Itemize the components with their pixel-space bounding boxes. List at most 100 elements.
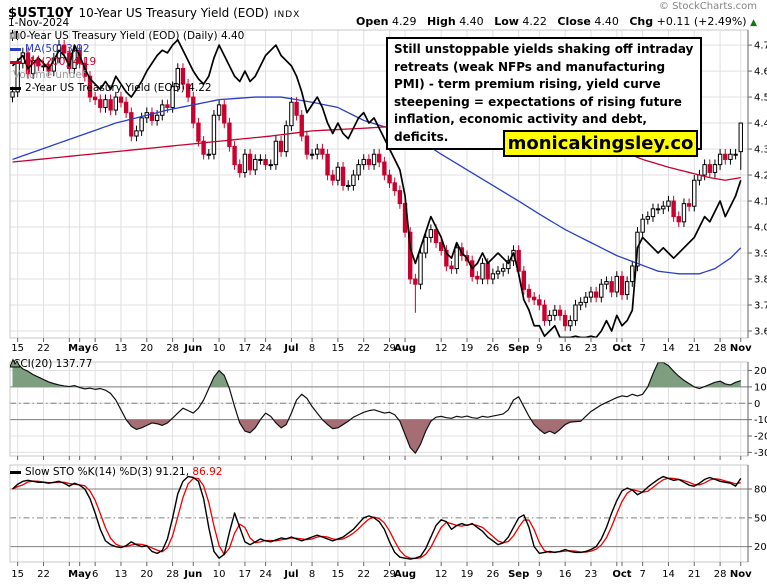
svg-text:8: 8 bbox=[309, 569, 315, 580]
svg-text:4.7: 4.7 bbox=[754, 41, 767, 52]
svg-text:22: 22 bbox=[37, 569, 50, 580]
svg-text:Nov: Nov bbox=[730, 343, 752, 354]
sto-d-value: 86.92 bbox=[192, 466, 223, 478]
sto-legend: Slow STO %K(14) %D(3) 91.21, 86.92 bbox=[10, 466, 222, 478]
svg-text:22: 22 bbox=[357, 569, 370, 580]
svg-text:20: 20 bbox=[140, 343, 153, 354]
close-value: 4.40 bbox=[594, 15, 619, 28]
svg-text:9: 9 bbox=[536, 569, 542, 580]
svg-text:16: 16 bbox=[559, 343, 572, 354]
svg-text:24: 24 bbox=[259, 343, 272, 354]
svg-text:22: 22 bbox=[357, 343, 370, 354]
svg-text:4.0: 4.0 bbox=[754, 223, 767, 234]
svg-text:Jul: Jul bbox=[283, 569, 298, 580]
svg-text:6: 6 bbox=[92, 569, 98, 580]
chart-date: 1-Nov-2024 bbox=[8, 17, 70, 29]
ma200-line-icon bbox=[10, 60, 21, 64]
watermark-badge: monicakingsley.co bbox=[503, 130, 698, 157]
svg-text:Jun: Jun bbox=[183, 569, 202, 580]
legend-ma200: MA(200) 4.19 bbox=[10, 56, 244, 69]
svg-text:20: 20 bbox=[140, 569, 153, 580]
svg-text:21: 21 bbox=[688, 569, 701, 580]
svg-text:15: 15 bbox=[332, 569, 345, 580]
svg-text:28: 28 bbox=[166, 569, 179, 580]
legend-price-series: 10-Year US Treasury Yield (EOD) (Daily) … bbox=[10, 30, 245, 42]
svg-text:4.1: 4.1 bbox=[754, 197, 767, 208]
open-value: 4.29 bbox=[392, 15, 417, 28]
svg-text:100: 100 bbox=[754, 382, 767, 393]
svg-text:12: 12 bbox=[435, 569, 448, 580]
high-label: High bbox=[427, 15, 456, 28]
close-label: Close bbox=[557, 15, 591, 28]
svg-text:20: 20 bbox=[754, 542, 767, 553]
svg-text:4.3: 4.3 bbox=[754, 145, 767, 156]
svg-text:Sep: Sep bbox=[508, 343, 529, 354]
svg-text:26: 26 bbox=[486, 343, 499, 354]
svg-text:3.6: 3.6 bbox=[754, 326, 767, 337]
svg-text:4.4: 4.4 bbox=[754, 119, 767, 130]
svg-text:4.5: 4.5 bbox=[754, 93, 767, 104]
svg-text:15: 15 bbox=[332, 343, 345, 354]
svg-text:15: 15 bbox=[11, 343, 24, 354]
svg-text:28: 28 bbox=[714, 569, 727, 580]
quote-bar: Open 4.29 High 4.40 Low 4.22 Close 4.40 … bbox=[349, 15, 757, 28]
svg-text:3.9: 3.9 bbox=[754, 249, 767, 260]
svg-text:Nov: Nov bbox=[730, 569, 752, 580]
svg-text:23: 23 bbox=[585, 569, 598, 580]
svg-text:14: 14 bbox=[662, 343, 675, 354]
svg-text:6: 6 bbox=[92, 343, 98, 354]
svg-text:19: 19 bbox=[461, 343, 474, 354]
main-legend: 10-Year US Treasury Yield (EOD) (Daily) … bbox=[10, 30, 244, 95]
legend-volume: Volume undef bbox=[10, 31, 244, 82]
chg-value: +0.11 (+2.49%) bbox=[656, 15, 747, 28]
svg-text:28: 28 bbox=[166, 343, 179, 354]
up-arrow-icon: ▲ bbox=[750, 18, 757, 28]
svg-text:-200: -200 bbox=[754, 432, 767, 443]
svg-text:17: 17 bbox=[239, 343, 252, 354]
legend-2y-series: 2-Year US Treasury Yield (EOD) 4.22 bbox=[10, 82, 244, 95]
svg-text:4.6: 4.6 bbox=[754, 67, 767, 78]
svg-text:-300: -300 bbox=[754, 448, 767, 459]
svg-text:200: 200 bbox=[754, 366, 767, 377]
svg-text:23: 23 bbox=[585, 343, 598, 354]
svg-text:80: 80 bbox=[754, 485, 767, 496]
svg-text:24: 24 bbox=[259, 569, 272, 580]
open-label: Open bbox=[355, 15, 389, 28]
svg-text:3.8: 3.8 bbox=[754, 274, 767, 285]
svg-text:7: 7 bbox=[639, 569, 645, 580]
svg-text:10: 10 bbox=[213, 343, 226, 354]
svg-text:29: 29 bbox=[383, 343, 396, 354]
low-value: 4.22 bbox=[522, 15, 547, 28]
chart-header: $UST10Y 10-Year US Treasury Yield (EOD) … bbox=[8, 2, 300, 21]
svg-text:16: 16 bbox=[559, 569, 572, 580]
page-title: 10-Year US Treasury Yield (EOD) bbox=[78, 6, 269, 20]
chg-label: Chg bbox=[629, 15, 654, 28]
svg-text:13: 13 bbox=[115, 343, 128, 354]
svg-text:26: 26 bbox=[486, 569, 499, 580]
svg-text:12: 12 bbox=[435, 343, 448, 354]
svg-text:4.2: 4.2 bbox=[754, 171, 767, 182]
svg-text:May: May bbox=[68, 343, 91, 354]
svg-text:28: 28 bbox=[714, 343, 727, 354]
svg-text:May: May bbox=[68, 569, 91, 580]
t2y-line-icon bbox=[10, 86, 21, 90]
ma50-line-icon bbox=[10, 47, 21, 51]
high-value: 4.40 bbox=[459, 15, 484, 28]
svg-text:22: 22 bbox=[37, 343, 50, 354]
svg-text:3.7: 3.7 bbox=[754, 300, 767, 311]
svg-text:8: 8 bbox=[309, 343, 315, 354]
svg-text:Sep: Sep bbox=[508, 569, 529, 580]
sto-line-icon bbox=[10, 470, 21, 474]
svg-text:Aug: Aug bbox=[394, 343, 416, 354]
svg-text:29: 29 bbox=[383, 569, 396, 580]
svg-text:50: 50 bbox=[754, 513, 767, 524]
svg-text:19: 19 bbox=[461, 569, 474, 580]
svg-text:9: 9 bbox=[536, 343, 542, 354]
symbol: $UST10Y bbox=[8, 6, 74, 21]
cci-legend: CCI(20) 137.77 bbox=[10, 358, 92, 370]
svg-text:Aug: Aug bbox=[394, 569, 416, 580]
legend-ma50: MA(50) 3.92 bbox=[10, 43, 244, 56]
svg-text:Oct: Oct bbox=[612, 343, 631, 354]
